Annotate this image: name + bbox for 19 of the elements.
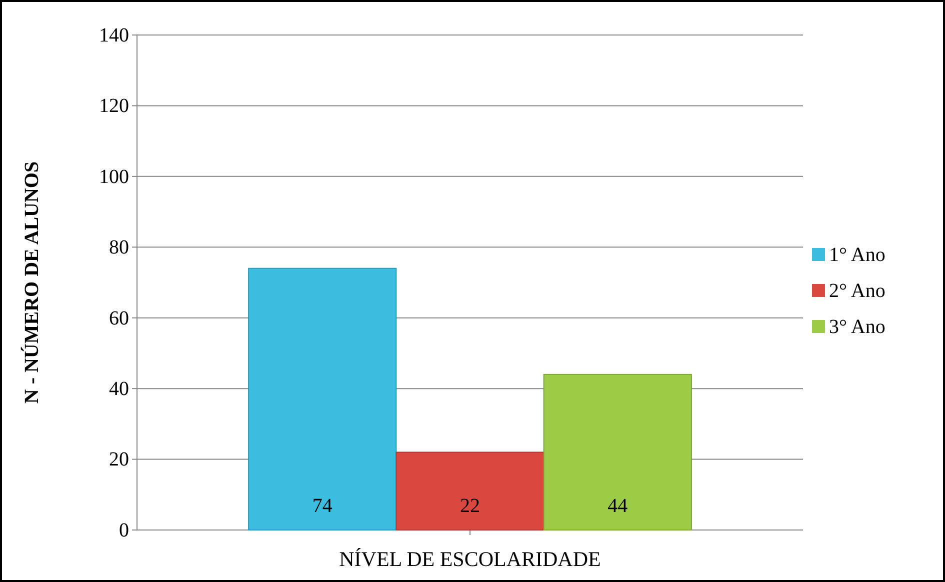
y-axis-title: N - NÚMERO DE ALUNOS xyxy=(20,161,43,404)
y-tick-label: 140 xyxy=(99,24,129,46)
legend-label: 3° Ano xyxy=(829,316,886,338)
y-tick-label: 100 xyxy=(99,166,129,188)
y-tick-label: 40 xyxy=(109,378,129,400)
data-label: 44 xyxy=(608,495,628,517)
y-tick-label: 80 xyxy=(109,236,129,259)
y-tick-label: 60 xyxy=(109,307,129,330)
bar xyxy=(396,452,544,530)
bar xyxy=(543,374,692,530)
bar xyxy=(248,268,397,530)
y-tick-label: 20 xyxy=(109,448,129,471)
legend-label: 2° Ano xyxy=(829,280,886,302)
y-tick-label: 120 xyxy=(99,95,129,118)
data-label: 22 xyxy=(460,495,480,517)
y-tick-label: 0 xyxy=(119,519,129,542)
legend-label: 1° Ano xyxy=(829,244,886,266)
data-label: 74 xyxy=(312,495,332,517)
x-axis-title: NÍVEL DE ESCOLARIDADE xyxy=(339,547,601,571)
